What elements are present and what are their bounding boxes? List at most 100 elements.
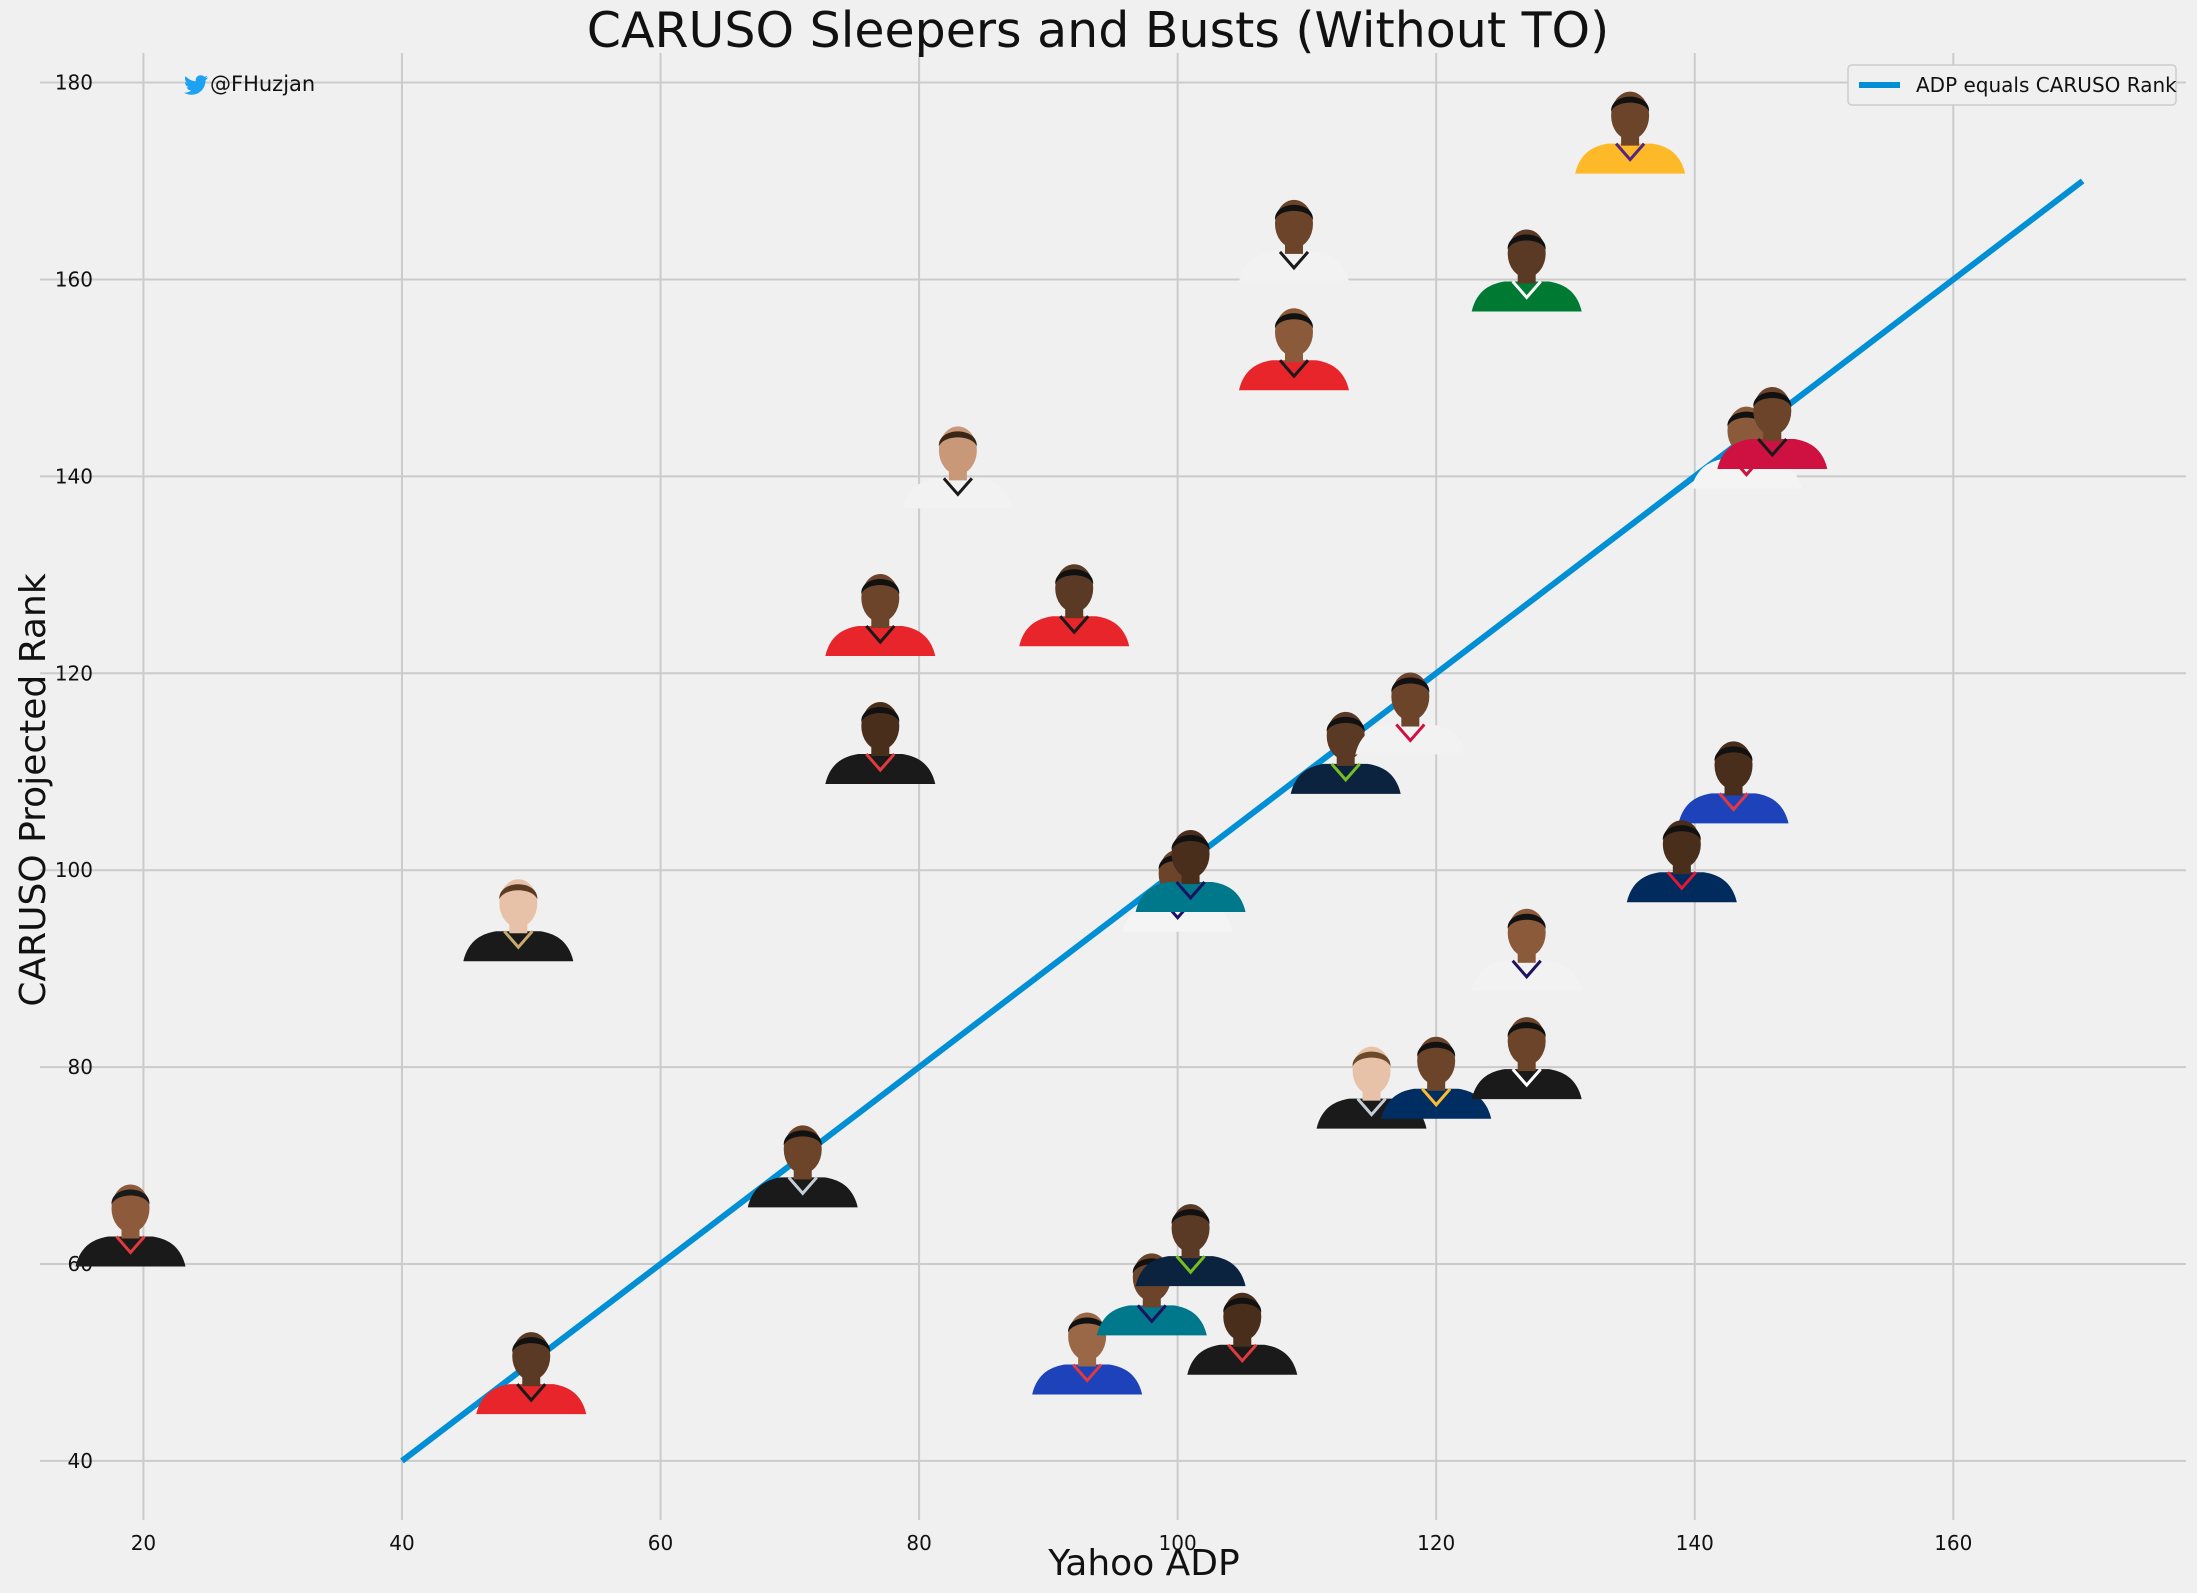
player-hair [1223, 1297, 1262, 1313]
x-tick-label: 60 [648, 1531, 673, 1555]
player-hair [1753, 391, 1792, 407]
player-hair [861, 707, 900, 723]
player-jersey-trim [1059, 615, 1090, 635]
player-headshot-point [1678, 741, 1789, 824]
player-jersey-trim [1278, 359, 1310, 379]
player-hair [1611, 96, 1650, 112]
x-tick-label: 20 [131, 1531, 156, 1555]
y-tick-label: 160 [55, 267, 93, 291]
player-headshot-point [1355, 672, 1466, 755]
y-tick-label: 40 [68, 1449, 93, 1473]
player-jersey-trim [1757, 437, 1788, 458]
player-headshot-point [1471, 229, 1582, 312]
player-headshot-point [1290, 711, 1401, 794]
player-hair [1507, 1022, 1546, 1038]
twitter-bird-icon [184, 75, 208, 95]
player-hair [861, 579, 900, 595]
player-headshot-point [1471, 908, 1582, 991]
player-headshot-point [1717, 386, 1828, 469]
player-headshot-point [1381, 1036, 1492, 1119]
player-jersey-trim [1511, 1068, 1542, 1088]
player-headshot-point [825, 702, 936, 785]
player-headshot-point [1019, 564, 1130, 647]
player-jersey-trim [1356, 1097, 1387, 1117]
player-headshot-point [1135, 830, 1246, 913]
player-headshot-point [1032, 1312, 1143, 1395]
player-jersey-trim [1330, 762, 1361, 783]
twitter-handle-text: @FHuzjan [210, 72, 315, 96]
player-headshot-point [747, 1125, 858, 1208]
player-jersey-trim [1718, 792, 1749, 812]
player-jersey-trim [865, 625, 896, 645]
player-jersey-trim [1421, 1087, 1452, 1108]
player-jersey-trim [1511, 959, 1542, 980]
player-hair [499, 884, 538, 900]
twitter-handle: @FHuzjan [184, 72, 315, 96]
y-tick-label: 120 [55, 661, 93, 685]
player-headshot-point [463, 879, 574, 962]
grid-lines [40, 53, 2186, 1520]
chart-title: CARUSO Sleepers and Busts (Without TO) [587, 2, 1610, 59]
player-headshot-point [75, 1184, 186, 1267]
player-headshot-point [1238, 308, 1349, 391]
player-hair [1171, 835, 1210, 851]
player-hair [1507, 913, 1546, 929]
player-jersey-trim [1666, 871, 1697, 891]
player-hair [1274, 313, 1314, 329]
y-tick-label: 140 [55, 464, 93, 488]
player-headshot-point [1238, 199, 1349, 282]
player-hair [1068, 1317, 1107, 1333]
axis-ticks: 2040608010012014016040608010012014016018… [55, 71, 1973, 1555]
y-tick-label: 80 [68, 1055, 93, 1079]
player-jersey-trim [516, 1383, 547, 1403]
player-headshot-point [1471, 1017, 1582, 1100]
player-jersey-trim [865, 753, 896, 773]
player-headshot-point [1626, 820, 1737, 903]
player-hair [111, 1189, 150, 1205]
player-hair [1507, 234, 1546, 250]
legend-box [1847, 64, 2177, 106]
player-jersey-trim [1072, 1363, 1103, 1383]
player-hair [1417, 1041, 1456, 1057]
player-jersey-trim [1511, 280, 1542, 300]
player-hair [1714, 746, 1753, 762]
player-jersey-trim [1175, 1255, 1206, 1275]
y-axis-label: CARUSO Projected Rank [13, 573, 54, 1006]
player-jersey-trim [503, 930, 534, 950]
player-hair [512, 1337, 551, 1353]
y-tick-label: 100 [55, 858, 93, 882]
player-jersey-trim [1614, 142, 1646, 162]
player-headshot-point [902, 426, 1013, 509]
x-tick-label: 80 [906, 1531, 931, 1555]
player-hair [1055, 569, 1094, 585]
player-jersey-trim [1136, 1304, 1167, 1324]
player-points [75, 91, 1828, 1415]
player-hair [1171, 1209, 1210, 1225]
x-tick-label: 40 [389, 1531, 414, 1555]
y-tick-label: 180 [55, 71, 93, 95]
x-tick-label: 160 [1934, 1531, 1972, 1555]
player-hair [783, 1130, 822, 1146]
player-headshot-point [1135, 1204, 1246, 1287]
player-jersey-trim [1395, 723, 1426, 743]
player-jersey-trim [1175, 881, 1206, 901]
legend-label: ADP equals CARUSO Rank [1916, 73, 2177, 97]
player-jersey-trim [115, 1235, 146, 1255]
legend: ADP equals CARUSO Rank [1847, 64, 2177, 106]
player-jersey-trim [787, 1176, 818, 1196]
player-jersey-trim [942, 477, 973, 497]
player-hair [1391, 677, 1430, 693]
player-hair [1326, 716, 1365, 732]
reference-line [400, 178, 2085, 1464]
player-hair [1274, 204, 1314, 220]
player-headshot-point [1187, 1292, 1298, 1375]
player-hair [1662, 825, 1701, 841]
x-tick-label: 100 [1159, 1531, 1197, 1555]
x-tick-label: 120 [1417, 1531, 1455, 1555]
player-headshot-point [476, 1332, 587, 1415]
player-jersey-trim [1278, 250, 1310, 271]
player-jersey-trim [1227, 1343, 1258, 1364]
player-headshot-point [825, 574, 936, 657]
player-hair [938, 431, 977, 447]
